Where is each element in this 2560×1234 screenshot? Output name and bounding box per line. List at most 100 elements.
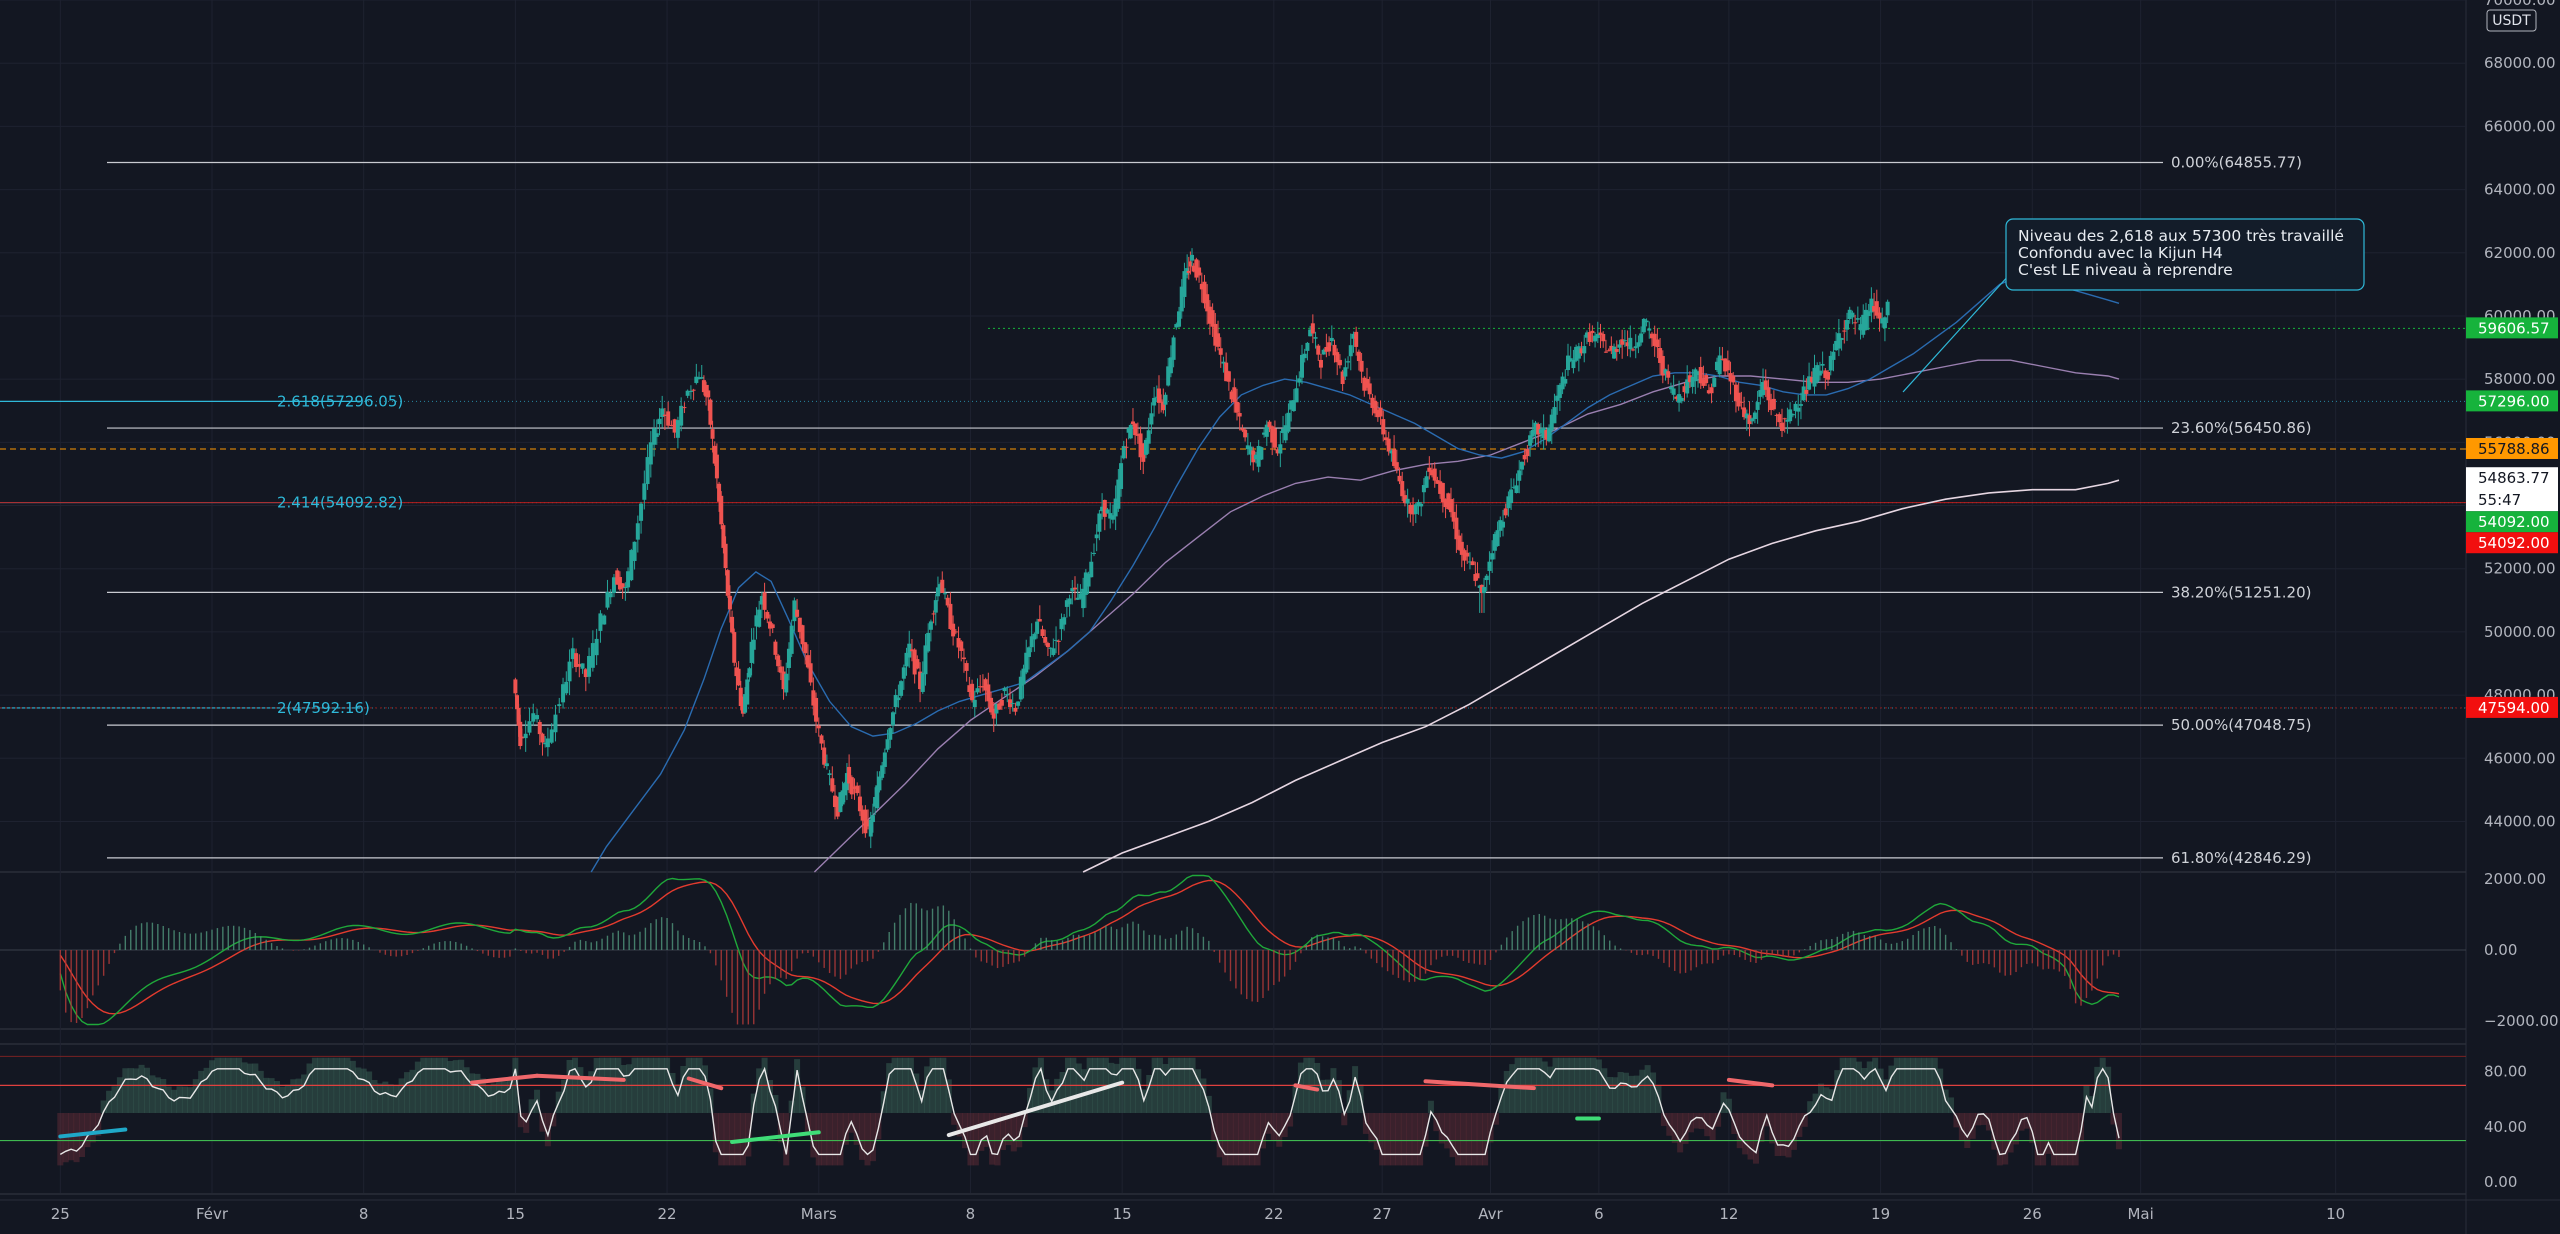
candle-body	[880, 765, 885, 778]
time-tick-label: 22	[658, 1205, 677, 1223]
candle-body	[830, 778, 835, 792]
candle-body	[1113, 498, 1118, 517]
candle-body	[980, 686, 985, 688]
price-tick-label: 68000.00	[2484, 54, 2556, 72]
candle-body	[1174, 324, 1179, 328]
candle-body	[745, 679, 750, 705]
candle-body	[587, 656, 592, 677]
candle-body	[1723, 358, 1728, 372]
price-badge-label: 54863.77	[2478, 469, 2550, 487]
candle-body	[635, 523, 640, 540]
candle-body	[1335, 352, 1340, 363]
candle-body	[675, 420, 680, 438]
candle-body	[1294, 388, 1299, 403]
candle-body	[1362, 377, 1367, 391]
candle-body	[1522, 454, 1527, 460]
mark-layer	[59, 248, 2120, 1025]
candle-body	[1798, 404, 1803, 406]
candle-body	[1213, 323, 1218, 346]
candle-body	[1872, 306, 1877, 312]
candle-body	[824, 763, 829, 767]
candle-body	[1126, 428, 1131, 433]
candle-body	[1056, 640, 1061, 642]
candle-body	[1457, 535, 1462, 550]
candle-body	[1761, 381, 1766, 396]
candle-body	[792, 600, 797, 622]
candle-body	[1059, 618, 1064, 630]
label-layer: 44000.0046000.0048000.0050000.0052000.00…	[51, 0, 2559, 1223]
candle-body	[1351, 333, 1356, 339]
candle-body	[557, 704, 562, 707]
candle-body	[623, 587, 628, 589]
candle-body	[672, 419, 677, 433]
price-tick-label: 66000.00	[2484, 117, 2556, 135]
candle-body	[1411, 504, 1416, 515]
candle-body	[1609, 345, 1614, 351]
candle-body	[1091, 552, 1096, 554]
candle-body	[1389, 450, 1394, 454]
fib-retracement-label: 23.60%(56450.86)	[2171, 419, 2311, 437]
time-tick-label: 10	[2326, 1205, 2345, 1223]
candle-body	[789, 625, 794, 654]
candle-body	[615, 570, 620, 585]
rsi-divergence	[1423, 1079, 1536, 1091]
candle-body	[1845, 319, 1850, 330]
candle-body	[1381, 419, 1386, 435]
rsi-divergence	[470, 1073, 540, 1085]
candle-body	[1576, 346, 1581, 359]
candle-body	[1081, 588, 1086, 609]
candle-body	[1262, 432, 1267, 435]
price-tick-label: 64000.00	[2484, 181, 2556, 199]
candle-body	[1194, 259, 1199, 278]
macd-signal-line	[59, 879, 2120, 1015]
candle-body	[1154, 396, 1159, 398]
candle-body	[1836, 333, 1841, 349]
candle-body	[1367, 383, 1372, 395]
candle-body	[1725, 360, 1730, 371]
candle-body	[734, 667, 739, 677]
candle-body	[1275, 449, 1280, 454]
price-badge	[2466, 390, 2558, 412]
candle-body	[1720, 358, 1725, 360]
candle-body	[1051, 648, 1056, 655]
candle-body	[1549, 414, 1554, 431]
candle-body	[1658, 348, 1663, 363]
candle-body	[1484, 575, 1489, 581]
candle-body	[956, 638, 961, 648]
candle-body	[1853, 322, 1858, 324]
candle-body	[1005, 693, 1010, 696]
candle-body	[1159, 399, 1164, 401]
candle-body	[847, 766, 852, 784]
candle-body	[1163, 394, 1168, 405]
candle-body	[800, 625, 805, 645]
candle-body	[997, 703, 1002, 710]
candle-body	[1568, 358, 1573, 361]
candle-body	[1029, 636, 1034, 648]
candle-body	[1636, 342, 1641, 347]
candle-body	[1281, 428, 1286, 434]
candle-body	[1297, 378, 1302, 383]
candle-body	[808, 663, 813, 683]
candle-body	[1758, 390, 1763, 397]
candle-body	[660, 408, 665, 418]
candle-body	[816, 725, 821, 729]
candle-body	[561, 684, 566, 703]
candle-body	[986, 684, 991, 702]
candle-body	[1354, 331, 1359, 347]
candle-body	[1421, 485, 1426, 493]
price-badge-label: 55788.86	[2478, 440, 2550, 458]
candle-body	[1221, 361, 1226, 364]
candle-body	[701, 380, 706, 393]
candle-body	[781, 671, 786, 690]
candle-body	[1555, 395, 1560, 401]
candle-body	[1817, 370, 1822, 376]
candle-body	[1693, 369, 1698, 382]
candle-body	[1110, 515, 1115, 520]
candle-body	[1459, 541, 1464, 555]
candle-body	[754, 615, 759, 627]
candle-body	[1593, 335, 1598, 342]
annotation-callout[interactable]: Niveau des 2,618 aux 57300 très travaill…	[1902, 218, 2365, 393]
time-tick-label: 15	[1113, 1205, 1132, 1223]
macd-line	[59, 874, 2120, 1026]
